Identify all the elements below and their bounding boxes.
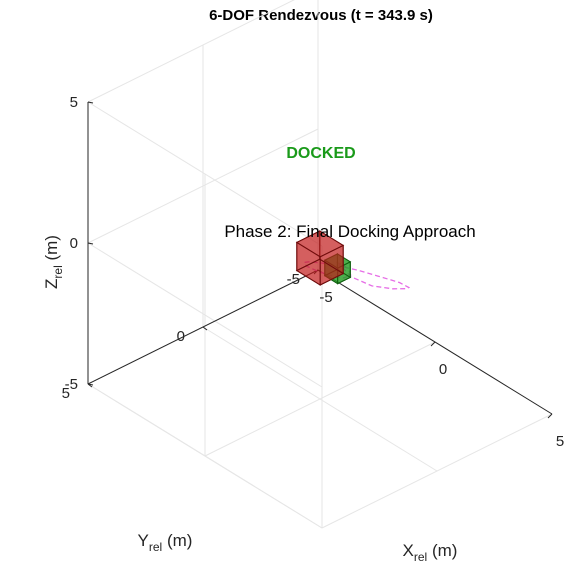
y-axis-label: Yrel (m) [138, 531, 193, 554]
z-tick-mark [87, 383, 94, 386]
y-tick-label: -5 [287, 271, 300, 288]
side-wall-grid-line [87, 128, 319, 244]
side-wall-grid-line [87, 0, 295, 103]
z-tick-label: -5 [65, 376, 78, 393]
back-wall-grid-line [87, 101, 323, 247]
x-tick-label: 0 [439, 361, 447, 378]
chaser-cube-top-face [323, 253, 352, 269]
x-axis-label: Xrel (m) [403, 541, 458, 564]
z-tick-label: 5 [70, 94, 78, 111]
z-tick-label: 0 [70, 235, 78, 252]
back-wall-grid-line [87, 242, 323, 388]
phase-text: Phase 2: Final Docking Approach [224, 222, 475, 241]
chart-title: 6-DOF Rendezvous (t = 343.9 s) [209, 7, 433, 24]
y-tick-mark [202, 326, 208, 331]
status-text: DOCKED [286, 145, 355, 162]
z-tick-mark [87, 101, 94, 104]
z-axis-label: Zrel (m) [42, 235, 65, 289]
back-wall-grid-line [87, 383, 323, 529]
x-tick-mark [430, 341, 436, 347]
y-tick-label: 5 [62, 385, 70, 402]
y-tick-label: 0 [177, 328, 185, 345]
x-tick-mark [547, 413, 553, 419]
x-tick-mark [313, 269, 319, 275]
spacecraft-bodies [295, 230, 352, 286]
z-tick-mark [87, 242, 94, 245]
floor-grid-line [202, 326, 438, 472]
target-cube-top-face [295, 230, 345, 258]
tick-labels: -505-505-505 [62, 94, 565, 450]
x-tick-label: -5 [319, 289, 332, 306]
x-tick-label: 5 [556, 433, 564, 450]
